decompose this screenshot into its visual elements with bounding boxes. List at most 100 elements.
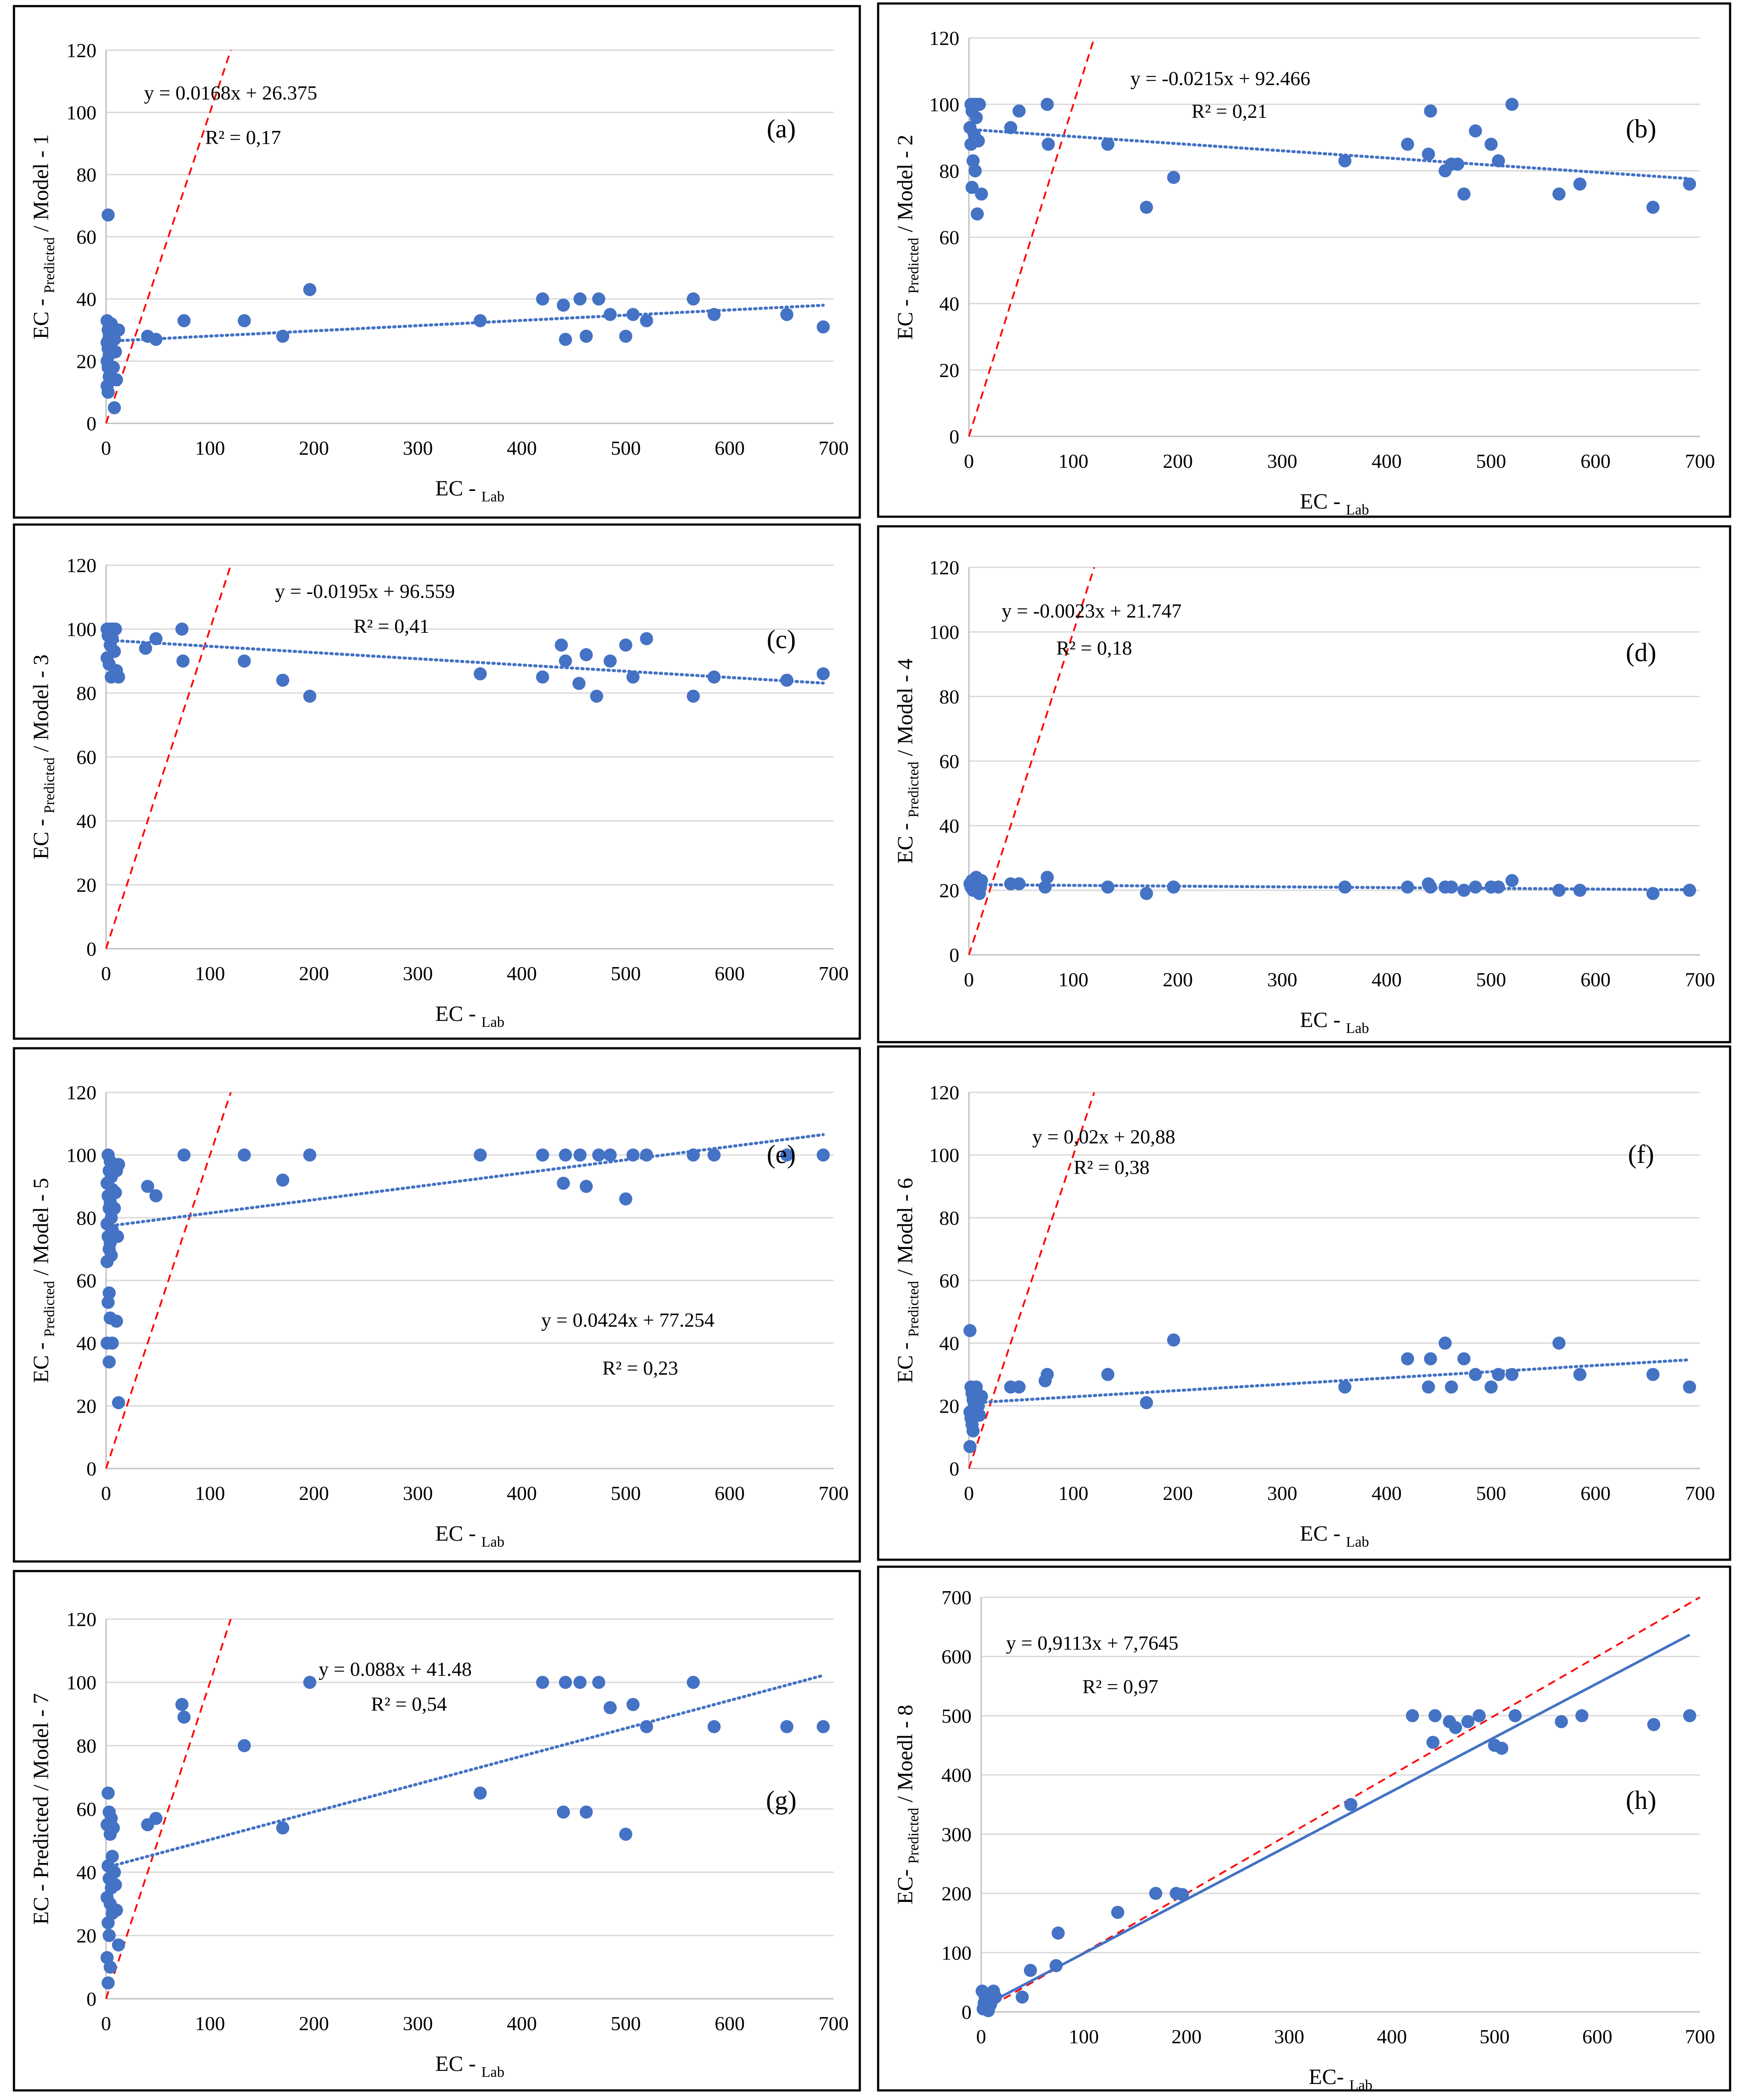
data-point [1040,98,1054,111]
y-tick-label: 200 [941,1883,972,1905]
data-point [1484,1380,1498,1394]
one-to-one-line [105,1092,232,1469]
data-point [687,292,700,305]
trend-line [967,1358,1691,1405]
x-axis-label-sub: Lab [1350,2077,1373,2093]
data-point [177,1710,191,1724]
one-to-one-line [968,567,1095,955]
data-point [303,283,316,296]
data-point [1461,1715,1475,1728]
data-point [237,654,251,668]
regression-equation: y = 0,9113x + 7,7645 [1006,1632,1178,1654]
data-point [111,1230,124,1243]
data-point [619,1192,632,1206]
data-point [707,670,721,684]
data-point [1492,1368,1505,1381]
r-squared: R² = 0,23 [602,1357,678,1379]
x-tick-label: 700 [1685,1482,1715,1504]
x-tick-label: 500 [611,1482,641,1504]
chart-panel-h: 0 100 200 300 400 500 600 700 0 100 200 300 400 500 60… [877,1565,1731,2093]
data-point [141,1180,155,1193]
data-point [1101,880,1115,894]
x-tick-label: 500 [1480,2025,1510,2048]
r-squared: R² = 0,54 [371,1693,447,1715]
y-axis-label-main: EC- [893,1864,917,1904]
one-to-one-line [968,1092,1095,1469]
x-tick-label: 100 [1069,2025,1099,2048]
x-axis-label: EC - Lab [435,1521,504,1550]
r-squared: R² = 0,21 [1192,100,1267,122]
data-point [1428,1709,1442,1723]
data-point [1457,884,1471,897]
y-tick-label: 40 [76,810,96,832]
data-point [1457,187,1471,201]
chart-panel-d: 0 20 40 60 80 100 120 0 100 200 300 400 500 600 700 EC … [877,525,1731,1043]
y-axis-label-sub: Predicted [41,1281,58,1337]
y-tick-label: 100 [929,1144,959,1167]
data-point [1552,187,1566,201]
data-point [559,1676,572,1689]
data-point [603,654,617,668]
y-axis-label: EC - Predicted / Model - 7 [28,1693,53,1925]
data-point [603,1701,617,1714]
y-tick-label: 40 [76,1332,96,1355]
y-axis-label-post: / Moedl - 8 [893,1705,917,1808]
data-point [1004,121,1017,134]
data-point [1505,874,1519,887]
panel-frame [13,1047,861,1563]
data-point [780,673,793,687]
panel-label: (d) [1626,638,1656,667]
data-point [303,1676,316,1689]
x-tick-label: 0 [964,450,974,472]
data-point [112,1396,125,1410]
data-point [968,164,982,178]
chart-panel-e: 0 20 40 60 80 100 120 0 100 200 300 400 500 600 700 EC … [13,1047,861,1563]
data-point [1012,104,1026,118]
y-tick-label: 700 [941,1586,972,1609]
data-point [972,1408,986,1422]
data-point [103,1355,116,1369]
data-point [1646,1368,1660,1381]
y-axis-label-post: / Model - 1 [28,134,53,237]
data-point [1555,1715,1568,1728]
data-point [110,373,123,387]
x-tick-label: 300 [403,1482,433,1504]
data-point [966,1424,980,1438]
data-point [1552,884,1566,897]
y-axis-label: EC - Predicted / Model - 3 [28,654,58,859]
x-tick-label: 700 [1685,450,1715,472]
y-tick-label: 0 [949,1458,959,1480]
y-axis-label-main: EC - [893,1337,917,1383]
x-tick-label: 300 [1267,1482,1297,1504]
y-tick-label: 500 [941,1705,972,1727]
data-point [707,1148,721,1162]
panel-label: (b) [1626,114,1656,143]
data-point [559,654,572,668]
data-point [1051,1926,1065,1940]
data-point [817,1148,830,1162]
y-axis-label-main: EC - [893,817,917,864]
data-point [1449,1721,1463,1734]
data-point [303,690,316,703]
data-point [640,1720,653,1733]
chart-panel-c: 0 20 40 60 80 100 120 0 100 200 300 400 500 600 700 EC … [13,523,861,1040]
trend-line [980,1633,1690,2009]
r-squared: R² = 0,97 [1082,1675,1158,1698]
x-tick-label: 100 [1058,1482,1089,1504]
y-tick-label: 20 [76,1925,96,1947]
trend-line [104,1674,825,1869]
data-point [1012,1380,1026,1394]
data-point [1111,1906,1124,1919]
data-point [1646,887,1660,900]
data-point [989,1990,1002,2004]
x-axis-label-sub: Lab [1346,502,1369,518]
data-point [110,1904,123,1917]
y-tick-label: 80 [76,1207,96,1229]
data-point [1683,884,1696,897]
data-point [474,314,487,327]
one-to-one-line [105,565,232,949]
x-axis-label-sub: Lab [1346,1020,1369,1036]
x-tick-label: 200 [299,2012,329,2035]
x-axis-label: EC - Lab [435,2051,504,2080]
y-tick-label: 120 [66,554,96,576]
